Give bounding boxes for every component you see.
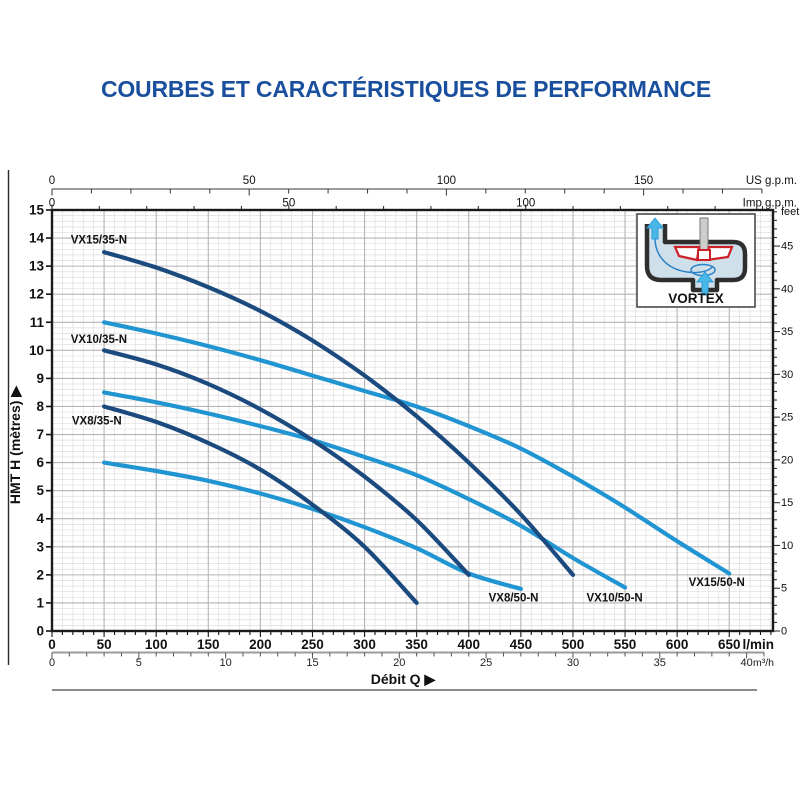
- m3h-unit-label: m³/h: [753, 657, 774, 669]
- m3h-tick-label: 30: [567, 657, 579, 669]
- m3h-tick-label: 0: [49, 657, 55, 669]
- imp-gpm-tick-label: 50: [282, 198, 295, 210]
- metres-tick-label: 8: [36, 399, 44, 414]
- axis-name-labels: Débit Q ▶ HMT H (mètres) ▶: [7, 385, 436, 687]
- feet-tick-label: 5: [781, 583, 787, 595]
- lmin-tick-label: 550: [614, 637, 637, 652]
- curve-VX10/35-N: [102, 348, 471, 577]
- curve-VX8/50-N: [102, 460, 523, 591]
- metres-tick-label: 2: [36, 567, 44, 582]
- axis-m3h: 0 5 10 15 20 25 30 35 40 m³/h: [49, 651, 774, 669]
- lmin-tick-label: 200: [249, 637, 272, 652]
- lmin-tick-label: 250: [301, 637, 324, 652]
- us-gpm-tick-label: 0: [49, 175, 55, 187]
- feet-tick-label: 30: [781, 369, 793, 381]
- curve-VX10/50-N: [102, 390, 628, 590]
- vortex-inset: VORTEX: [636, 213, 756, 308]
- lmin-tick-label: 400: [457, 637, 480, 652]
- curve-label-VX8/35-N: VX8/35-N: [72, 416, 122, 428]
- feet-tick-label: 40: [781, 283, 793, 295]
- m3h-tick-label: 15: [306, 657, 318, 669]
- imp-gpm-unit-label: Imp g.p.m.: [743, 198, 797, 210]
- curve-VX15/35-N: [102, 250, 576, 577]
- lmin-tick-label: 600: [666, 637, 689, 652]
- outflow-arrow-up-icon: [645, 217, 665, 240]
- impeller-icon: [673, 245, 734, 262]
- metres-tick-label: 3: [36, 539, 44, 554]
- metres-tick-label: 7: [36, 427, 44, 442]
- metres-tick-label: 0: [36, 624, 44, 639]
- feet-tick-label: 10: [781, 540, 793, 552]
- feet-tick-label: 45: [781, 241, 793, 253]
- feet-tick-label: 35: [781, 326, 793, 338]
- us-gpm-tick-label: 150: [634, 175, 653, 187]
- curve-labels: VX15/50-N VX10/50-N VX8/50-N VX15/35-N VX10/…: [71, 234, 745, 604]
- feet-tick-label: 25: [781, 412, 793, 424]
- metres-tick-label: 11: [30, 315, 45, 330]
- lmin-tick-label: 100: [145, 637, 168, 652]
- metres-tick-label: 15: [29, 203, 45, 218]
- curve-label-VX8/50-N: VX8/50-N: [489, 592, 539, 604]
- us-gpm-tick-label: 100: [437, 175, 456, 187]
- metres-tick-label: 14: [29, 231, 45, 246]
- curve-VX8/35-N: [102, 404, 419, 605]
- curve-VX15/50-N: [102, 320, 732, 576]
- metres-tick-label: 4: [36, 511, 44, 526]
- m3h-tick-label: 20: [393, 657, 405, 669]
- lmin-tick-label: 350: [405, 637, 428, 652]
- feet-tick-label: 0: [781, 626, 787, 638]
- inflow-arrow-up-icon: [695, 271, 715, 296]
- m3h-tick-label: 25: [480, 657, 492, 669]
- grid-minor: [52, 210, 773, 631]
- axis-us-gpm: 0 50 100 150 US g.p.m.: [49, 175, 797, 196]
- feet-unit-label: feet: [781, 206, 799, 218]
- curve-label-VX15/35-N: VX15/35-N: [71, 234, 127, 246]
- m3h-tick-label: 35: [654, 657, 666, 669]
- curve-label-VX10/50-N: VX10/50-N: [586, 592, 642, 604]
- lmin-tick-label: 650: [718, 637, 741, 652]
- lmin-unit-label: l/min: [742, 637, 774, 652]
- plot-frame: [50, 208, 775, 633]
- metres-tick-label: 6: [36, 455, 44, 470]
- plot-frame: [50, 208, 775, 633]
- curve-label-VX15/50-N: VX15/50-N: [689, 577, 745, 589]
- x-axis-title: Débit Q ▶: [371, 671, 437, 687]
- lmin-tick-label: 150: [197, 637, 220, 652]
- lmin-tick-label: 50: [97, 637, 112, 652]
- m3h-tick-label: 10: [220, 657, 232, 669]
- feet-tick-label: 20: [781, 454, 793, 466]
- metres-tick-label: 12: [29, 287, 44, 302]
- imp-gpm-tick-label: 100: [516, 198, 535, 210]
- lmin-tick-label: 0: [48, 637, 56, 652]
- flow-streamline: [654, 237, 714, 274]
- us-gpm-unit-label: US g.p.m.: [746, 175, 797, 187]
- curve-label-VX10/35-N: VX10/35-N: [71, 334, 127, 346]
- pump-curves: [102, 250, 732, 605]
- lmin-tick-label: 300: [353, 637, 376, 652]
- feet-tick-label: 15: [781, 497, 793, 509]
- lmin-tick-label: 450: [510, 637, 533, 652]
- m3h-tick-label: 5: [136, 657, 142, 669]
- us-gpm-tick-label: 50: [243, 175, 256, 187]
- imp-gpm-tick-label: 0: [49, 198, 55, 210]
- axis-feet: 0 5 10 15 20 25 30 35 40 45 feet: [773, 206, 799, 638]
- m3h-tick-label: 40: [740, 657, 752, 669]
- metres-tick-label: 5: [36, 483, 44, 498]
- axis-imp-gpm: 0 50 100 Imp g.p.m.: [49, 198, 797, 210]
- metres-tick-label: 13: [29, 259, 45, 274]
- page-title: COURBES ET CARACTÉRISTIQUES DE PERFORMAN…: [100, 76, 712, 102]
- lmin-tick-label: 500: [562, 637, 585, 652]
- metres-tick-label: 1: [36, 595, 44, 610]
- metres-tick-label: 10: [29, 343, 44, 358]
- axis-lmin: 0 50 100 150 200 250 300 350 400 450 500 550 600 650 l…: [48, 631, 774, 652]
- y-axis-title: HMT H (mètres) ▶: [7, 385, 23, 504]
- vortex-inset-label: VORTEX: [668, 291, 724, 306]
- pump-shaft: [699, 217, 709, 255]
- metres-tick-label: 9: [36, 371, 44, 386]
